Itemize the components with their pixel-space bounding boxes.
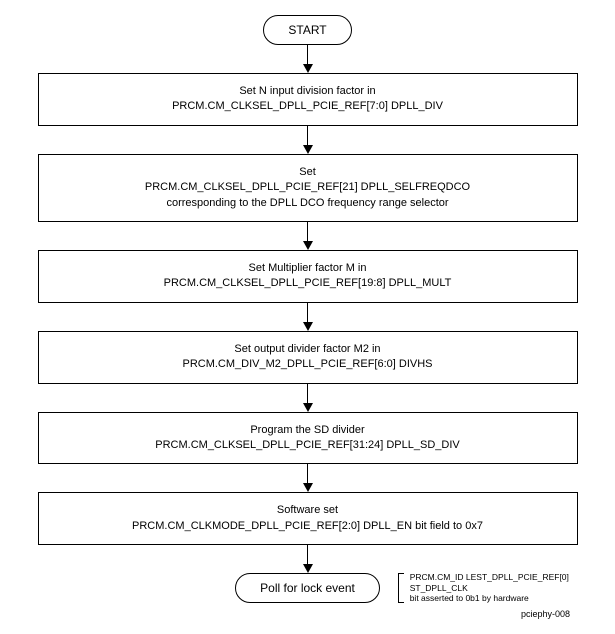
end-label: Poll for lock event	[260, 581, 355, 595]
step-text: PRCM.CM_CLKSEL_DPLL_PCIE_REF[19:8] DPLL_…	[164, 277, 452, 289]
start-label: START	[288, 23, 326, 37]
arrow	[303, 303, 313, 331]
process-step-0: Set N input division factor in PRCM.CM_C…	[38, 73, 578, 126]
end-note-text: bit asserted to 0b1 by hardware	[410, 593, 529, 603]
process-step-1: Set PRCM.CM_CLKSEL_DPLL_PCIE_REF[21] DPL…	[38, 154, 578, 222]
process-step-3: Set output divider factor M2 in PRCM.CM_…	[38, 331, 578, 384]
process-step-2: Set Multiplier factor M in PRCM.CM_CLKSE…	[38, 250, 578, 303]
step-text: Set output divider factor M2 in	[234, 343, 380, 355]
arrow	[303, 45, 313, 73]
process-step-5: Software set PRCM.CM_CLKMODE_DPLL_PCIE_R…	[38, 492, 578, 545]
end-node: Poll for lock event	[235, 573, 380, 603]
arrow	[303, 384, 313, 412]
step-text: PRCM.CM_CLKSEL_DPLL_PCIE_REF[7:0] DPLL_D…	[172, 100, 443, 112]
step-text: PRCM.CM_CLKMODE_DPLL_PCIE_REF[2:0] DPLL_…	[132, 520, 483, 532]
arrow	[303, 126, 313, 154]
step-text: PRCM.CM_CLKSEL_DPLL_PCIE_REF[21] DPLL_SE…	[145, 181, 470, 193]
start-node: START	[263, 15, 351, 45]
process-step-4: Program the SD divider PRCM.CM_CLKSEL_DP…	[38, 412, 578, 465]
step-text: Program the SD divider	[250, 424, 364, 436]
arrow	[303, 222, 313, 250]
end-note-text: PRCM.CM_ID LEST_DPLL_PCIE_REF[0] ST_DPLL…	[410, 572, 569, 593]
step-text: PRCM.CM_CLKSEL_DPLL_PCIE_REF[31:24] DPLL…	[155, 439, 459, 451]
step-text: Set N input division factor in	[239, 85, 375, 97]
step-text: Set Multiplier factor M in	[249, 262, 367, 274]
arrow	[303, 464, 313, 492]
step-text: Set	[299, 166, 316, 178]
end-note: PRCM.CM_ID LEST_DPLL_PCIE_REF[0] ST_DPLL…	[398, 572, 601, 604]
step-text: corresponding to the DPLL DCO frequency …	[166, 197, 448, 209]
step-text: Software set	[277, 504, 338, 516]
arrow	[303, 545, 313, 573]
step-text: PRCM.CM_DIV_M2_DPLL_PCIE_REF[6:0] DIVHS	[182, 358, 432, 370]
bracket-icon	[398, 573, 404, 603]
